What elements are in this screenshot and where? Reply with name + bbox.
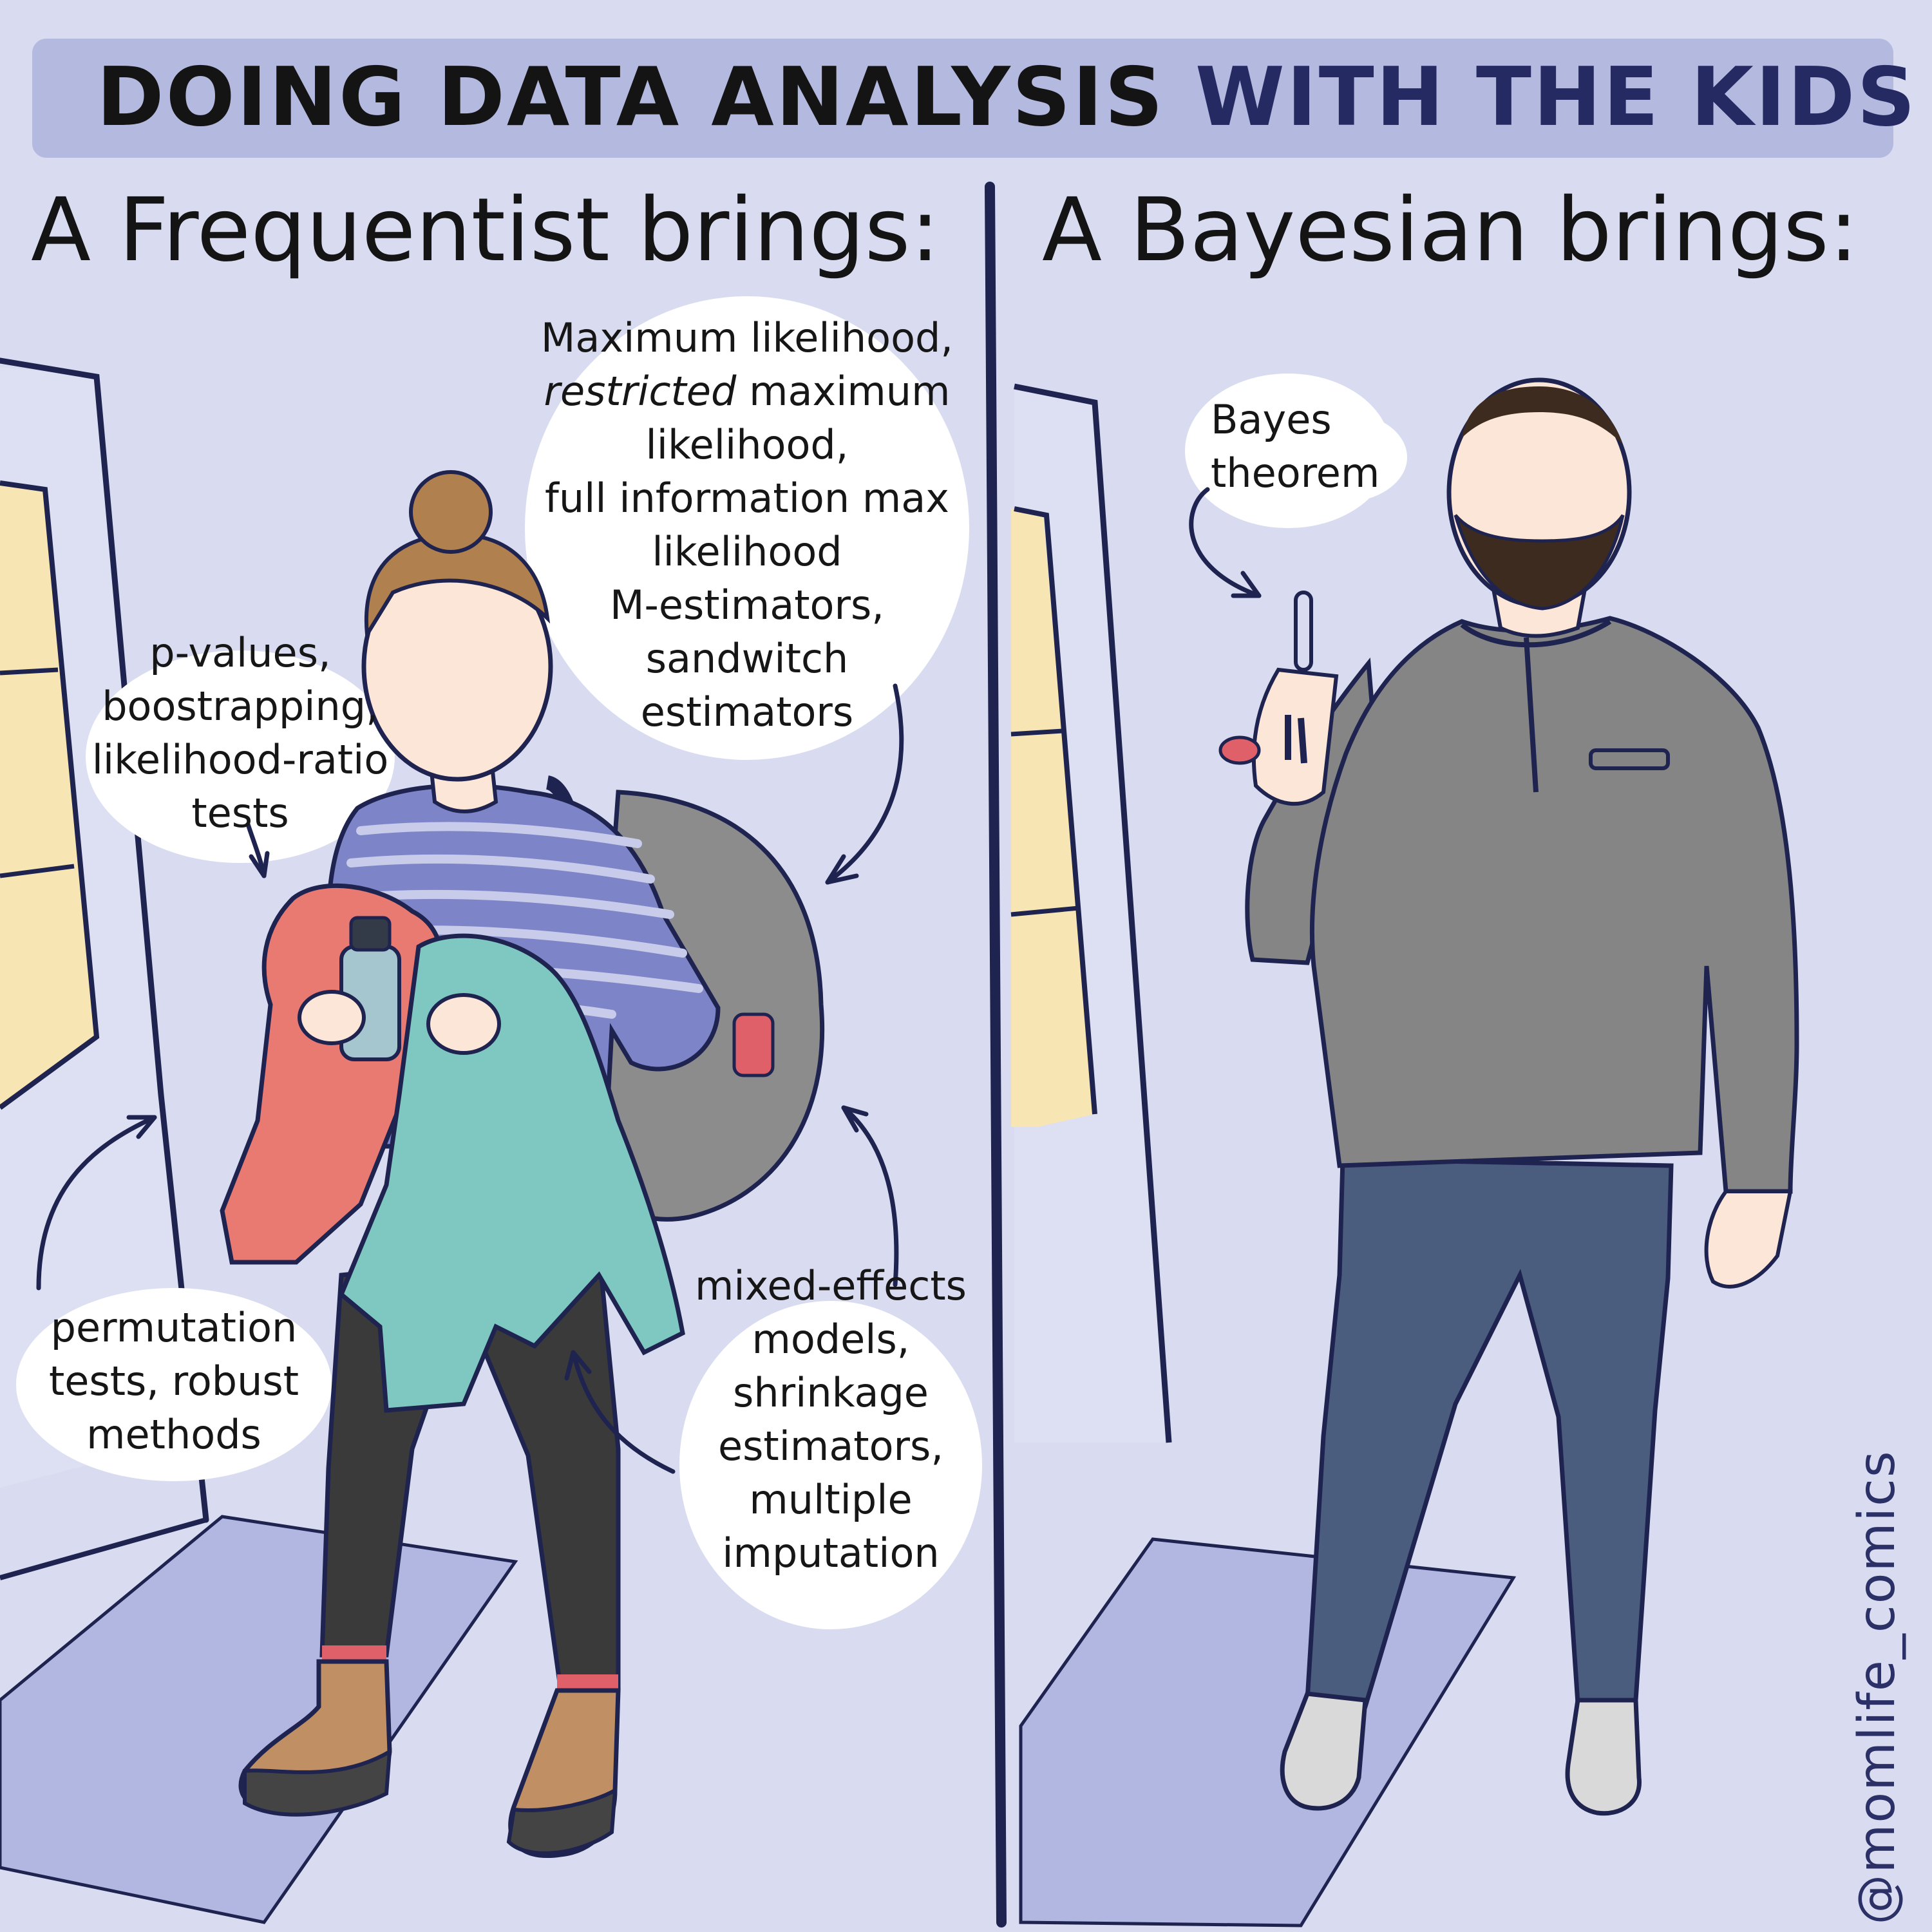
bubble-line: tests [191,790,289,837]
permutation-bubble-text: permutation tests, robust methods [26,1301,322,1461]
bubble-line: likelihood-ratio [91,736,389,783]
bayesian-figure [1218,377,1799,1816]
pvalues-bubble-text: p-values, boostrapping, likelihood-ratio… [76,626,404,840]
italic-word: restricted [544,368,737,415]
bubble-line: theorem [1211,450,1380,497]
mle-bubble-text: Maximum likelihood, restricted maximum l… [531,311,963,739]
bubble-line: Bayes [1211,396,1332,443]
bubble-line: boostrapping, [102,683,379,730]
bubble-line: multiple [749,1476,913,1523]
mixed-effects-bubble-text: mixed-effects models, shrinkage estimato… [670,1259,992,1580]
bubble-line: mixed-effects [695,1262,967,1309]
left-floor-mat [0,1515,518,1924]
frequentist-heading: A Frequentist brings: [31,180,940,281]
bubble-line: likelihood, [645,421,849,468]
speech-bubbles [16,296,1407,1629]
title-banner [32,39,1893,158]
title-part-2: WITH THE KIDS [1195,50,1918,144]
bubble-line: tests, robust [48,1358,299,1405]
panel-divider [985,182,1007,1927]
bubble-line: full information max [545,475,949,522]
bayes-bubble-text: Bayes theorem [1211,393,1380,500]
annotation-arrows [36,487,1262,1474]
bubble-line: Maximum likelihood, [540,314,954,361]
title-part-1: DOING DATA ANALYSIS [97,50,1165,144]
bubble-line-rest: maximum [749,368,951,415]
artist-signature: @momlife_comics [1848,1450,1906,1925]
bubble-line: imputation [722,1530,940,1577]
bubble-line: estimators, [717,1423,944,1470]
bubble-line: restricted maximum [531,365,963,418]
comic-title: DOING DATA ANALYSIS WITH THE KIDS [97,57,1917,138]
bubble-line: shrinkage [733,1369,929,1416]
bubble-line: p-values, [149,629,331,676]
bayesian-heading: A Bayesian brings: [1042,180,1859,281]
bubble-line: sandwitch [645,635,849,682]
left-window [0,480,100,1110]
bubble-line: M-estimators, [610,582,884,629]
bubble-line: estimators [640,688,854,735]
bubble-line: likelihood [652,528,842,575]
bubble-line: models, [752,1316,910,1363]
frequentist-figure [220,470,825,1858]
right-window [1010,506,1097,1127]
bubble-line: methods [86,1411,261,1458]
right-floor-mat [1019,1537,1517,1927]
bubble-line: permutation [50,1304,298,1351]
